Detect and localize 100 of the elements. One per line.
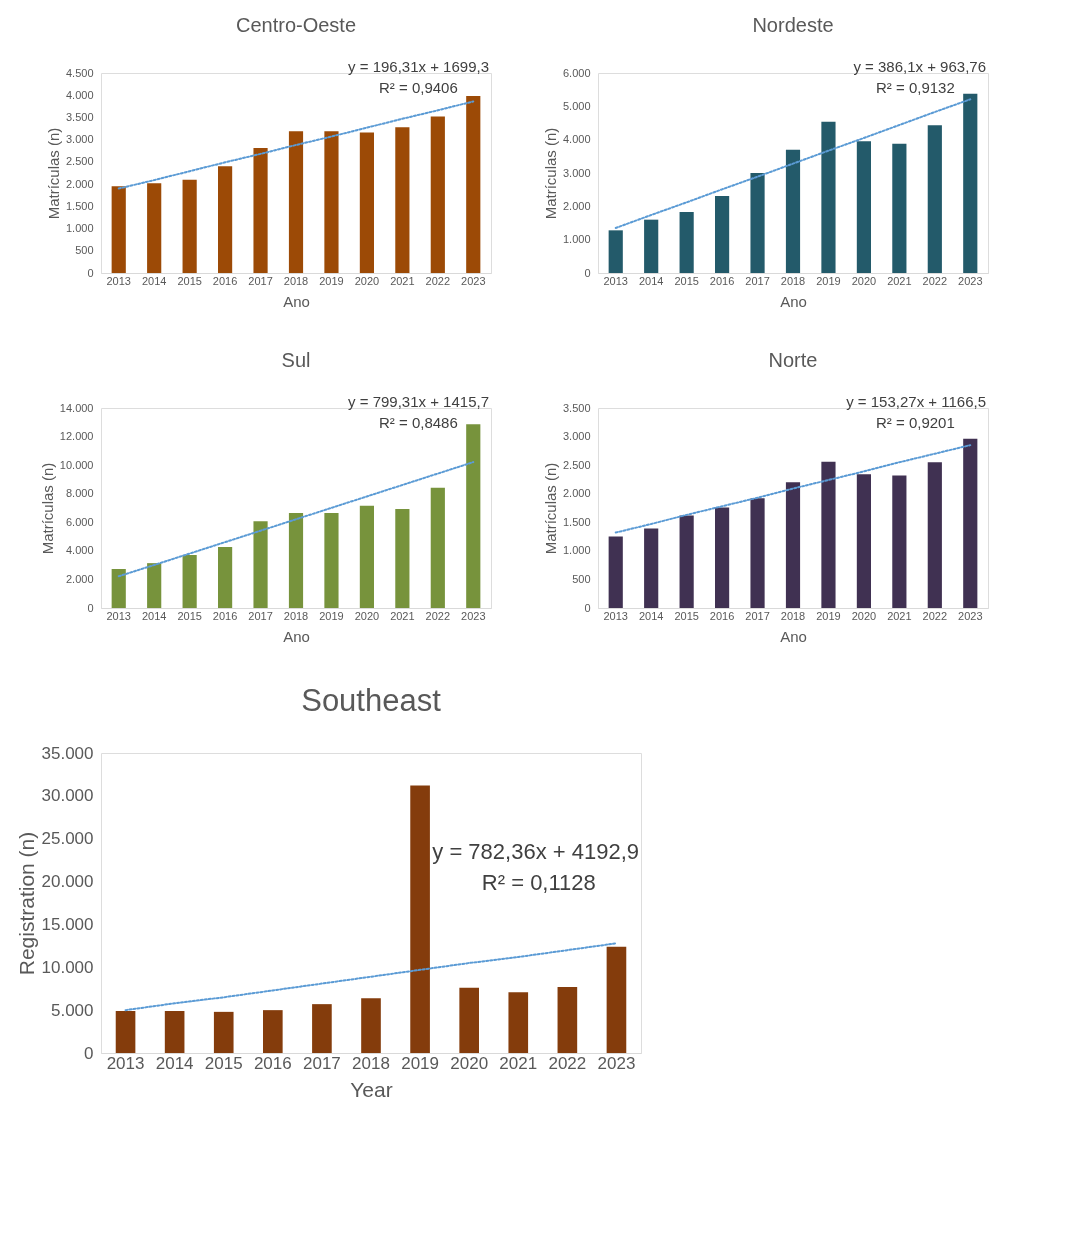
y-axis-title: Registration (n) xyxy=(14,831,38,976)
x-tick-label: 2019 xyxy=(319,274,344,287)
x-tick-label: 2018 xyxy=(283,609,309,622)
bar xyxy=(218,166,233,273)
y-axis-title: Matrículas (n) xyxy=(541,462,559,555)
y-tick-label: 2.000 xyxy=(562,487,591,500)
annotation: R² = 0,8486 xyxy=(378,414,458,431)
x-tick-label: 2022 xyxy=(425,609,451,622)
y-tick-label: 0 xyxy=(87,601,94,614)
x-tick-label: 2020 xyxy=(354,274,380,287)
bar xyxy=(785,482,801,608)
y-tick-label: 500 xyxy=(75,244,94,257)
x-tick-label: 2020 xyxy=(851,609,877,622)
bar xyxy=(288,513,304,608)
annotation: R² = 0,9406 xyxy=(378,79,458,96)
line-series xyxy=(614,444,972,534)
bar xyxy=(253,148,268,273)
bar xyxy=(359,132,374,273)
y-tick-label: 0 xyxy=(584,601,591,614)
x-tick-label: 2015 xyxy=(177,609,202,622)
x-tick-label: 2019 xyxy=(816,609,841,622)
x-tick-label: 2021 xyxy=(887,609,912,622)
y-tick-label: 10.000 xyxy=(59,458,94,471)
y-tick-label: 2.500 xyxy=(65,155,94,168)
y-tick-label: 3.000 xyxy=(65,133,94,146)
bar xyxy=(115,1011,136,1053)
bar xyxy=(111,186,126,273)
bar xyxy=(147,183,162,273)
x-tick-label: 2018 xyxy=(780,609,806,622)
x-tick-label: 2017 xyxy=(248,609,273,622)
y-tick-label: 14.000 xyxy=(59,401,94,414)
y-tick-label: 6.000 xyxy=(65,515,94,528)
y-tick-label: 1.000 xyxy=(562,544,591,557)
bar xyxy=(606,946,627,1053)
bar xyxy=(312,1004,332,1053)
x-axis-title: Ano xyxy=(780,627,807,645)
x-tick-label: 2020 xyxy=(851,274,877,287)
x-tick-label: 2016 xyxy=(212,274,238,287)
line-series xyxy=(117,100,475,190)
chart-title: Sul xyxy=(281,349,311,371)
y-tick-label: 5.000 xyxy=(50,1000,94,1020)
x-axis-title: Ano xyxy=(283,627,310,645)
y-tick-label: 20.000 xyxy=(41,872,94,892)
annotation: y = 799,31x + 1415,7 xyxy=(348,393,489,410)
bar xyxy=(410,785,430,1053)
bar xyxy=(324,131,339,273)
annotation: R² = 0,9132 xyxy=(875,79,955,96)
x-tick-label: 2013 xyxy=(106,609,131,622)
x-tick-label: 2015 xyxy=(177,274,202,287)
bar xyxy=(459,987,479,1053)
chart-title: Southeast xyxy=(301,683,442,718)
y-tick-label: 6.000 xyxy=(562,66,591,79)
bar xyxy=(644,528,659,608)
y-tick-label: 3.500 xyxy=(65,110,94,123)
x-tick-label: 2019 xyxy=(319,609,344,622)
annotation: y = 386,1x + 963,76 xyxy=(853,58,986,75)
x-tick-label: 2013 xyxy=(106,1053,145,1073)
bar xyxy=(359,505,374,608)
bar xyxy=(395,509,410,608)
x-tick-label: 2015 xyxy=(204,1053,243,1073)
line-series xyxy=(614,98,972,229)
x-tick-label: 2016 xyxy=(709,274,735,287)
x-tick-label: 2016 xyxy=(212,609,238,622)
x-tick-label: 2018 xyxy=(283,274,309,287)
bar xyxy=(679,515,694,608)
bar xyxy=(164,1011,185,1053)
x-tick-label: 2020 xyxy=(450,1053,489,1073)
x-tick-label: 2023 xyxy=(958,274,983,287)
x-tick-label: 2021 xyxy=(390,274,415,287)
bar xyxy=(856,141,871,273)
y-tick-label: 1.500 xyxy=(562,515,591,528)
x-tick-label: 2023 xyxy=(597,1053,636,1073)
bar xyxy=(785,149,801,273)
y-tick-label: 4.000 xyxy=(65,544,94,557)
bar xyxy=(821,461,836,608)
x-tick-label: 2023 xyxy=(958,609,983,622)
x-tick-label: 2022 xyxy=(922,609,948,622)
y-axis-title: Matrículas (n) xyxy=(44,127,62,220)
bar xyxy=(430,487,445,608)
x-tick-label: 2014 xyxy=(155,1053,194,1073)
bar xyxy=(679,212,694,273)
x-tick-label: 2023 xyxy=(461,609,486,622)
y-tick-label: 2.000 xyxy=(562,199,591,212)
y-tick-label: 30.000 xyxy=(41,786,94,806)
y-tick-label: 5.000 xyxy=(562,99,591,112)
y-axis-title: Matrículas (n) xyxy=(541,127,559,220)
y-tick-label: 1.000 xyxy=(65,222,94,235)
x-tick-label: 2013 xyxy=(603,274,628,287)
y-tick-label: 4.500 xyxy=(65,66,94,79)
y-tick-label: 3.500 xyxy=(562,401,591,414)
x-tick-label: 2014 xyxy=(141,274,167,287)
bar xyxy=(263,1010,283,1053)
x-tick-label: 2021 xyxy=(499,1053,538,1073)
x-tick-label: 2017 xyxy=(745,274,770,287)
y-axis-title: Matrículas (n) xyxy=(38,462,56,555)
bar xyxy=(253,521,268,608)
y-tick-label: 35.000 xyxy=(41,743,94,763)
chart-title: Centro-Oeste xyxy=(235,14,357,36)
bar xyxy=(715,196,730,273)
y-tick-label: 0 xyxy=(87,266,94,279)
